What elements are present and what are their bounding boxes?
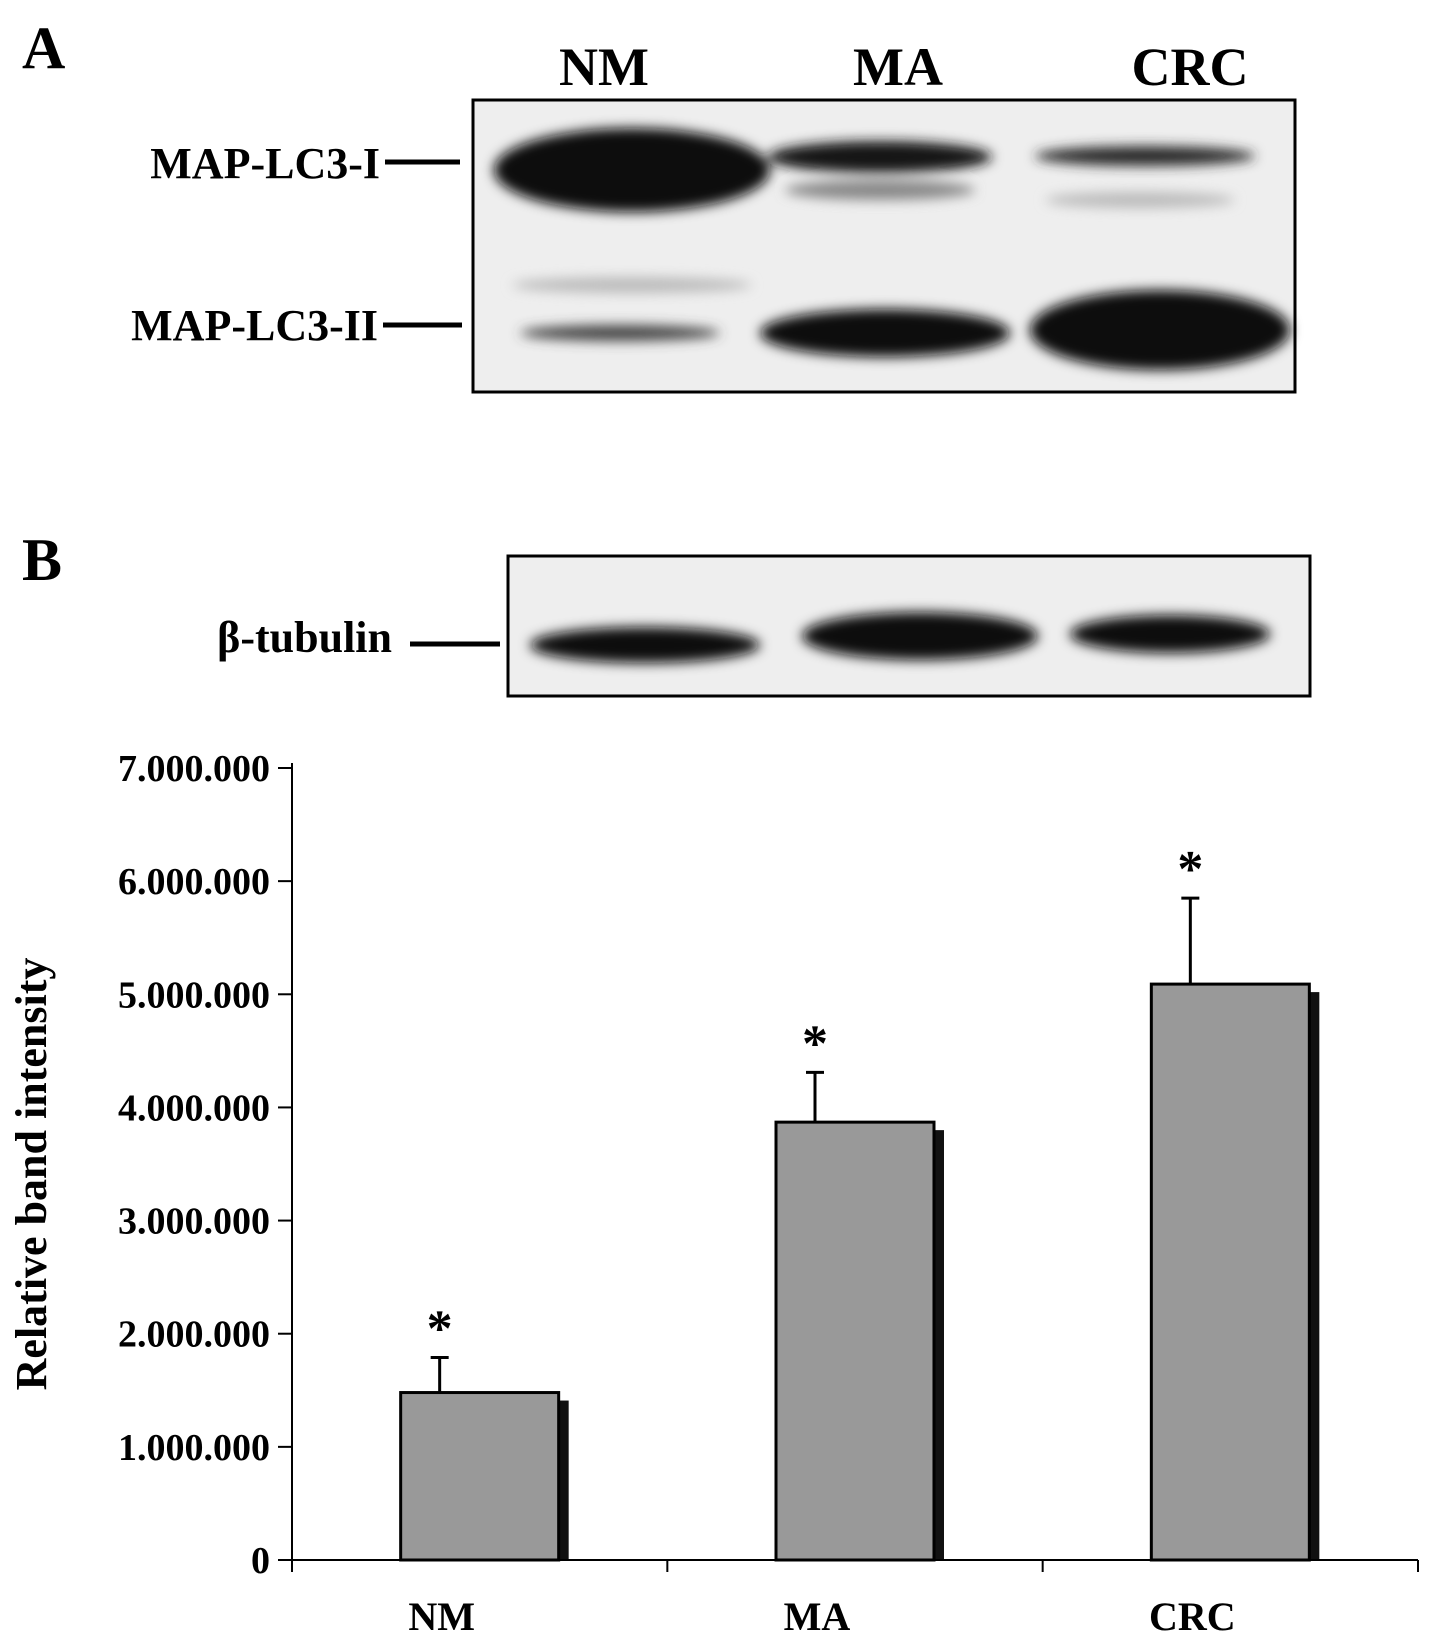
y-tick-label: 6.000.000 (118, 861, 270, 903)
y-tick-label: 0 (251, 1540, 270, 1582)
bar-nm (399, 1391, 561, 1562)
marker-label-lc3-i: MAP-LC3-I (150, 139, 380, 188)
significance-mark-crc: * (1177, 841, 1203, 898)
band-ma-tubulin (802, 612, 1038, 660)
lane-label-crc: CRC (1132, 37, 1249, 97)
panel-b-label: B (22, 527, 62, 593)
y-tick-label: 3.000.000 (118, 1201, 270, 1243)
bar-crc (1149, 982, 1311, 1562)
x-tick-label-crc: CRC (1149, 1594, 1236, 1639)
axes (291, 763, 1418, 1561)
lane-label-nm: NM (559, 37, 649, 97)
panel-a-label: A (22, 15, 65, 81)
y-tick-label: 7.000.000 (118, 748, 270, 790)
blot-lc3 (471, 98, 1297, 394)
band-ma-lc3-i (768, 141, 992, 173)
x-tick-label-nm: NM (408, 1594, 475, 1639)
band-nm-lc3-faint (512, 277, 752, 293)
x-tick-label-ma: MA (784, 1594, 851, 1639)
band-ma-lc3-ii (760, 309, 1010, 357)
band-crc-lc3-i-lower (1045, 192, 1235, 208)
marker-label-lc3-ii: MAP-LC3-II (131, 301, 378, 350)
band-nm-tubulin (530, 627, 760, 663)
marker-label-tubulin: β-tubulin (217, 613, 392, 662)
bar-ma (774, 1120, 936, 1562)
y-tick-label: 2.000.000 (118, 1314, 270, 1356)
significance-mark-nm: * (427, 1300, 453, 1357)
x-axis-ticks: NM MA CRC (291, 1560, 1419, 1639)
bars: * * * (399, 841, 1320, 1562)
y-tick-label: 4.000.000 (118, 1087, 270, 1129)
band-crc-lc3-i (1035, 146, 1255, 166)
band-crc-lc3-ii (1030, 290, 1290, 370)
band-crc-tubulin (1070, 615, 1270, 653)
bar-chart: Relative band intensity 0 1.000.000 2.000.… (7, 748, 1419, 1639)
band-ma-lc3-i-lower (785, 180, 975, 200)
band-nm-lc3-i (494, 128, 770, 212)
blot-tubulin (506, 554, 1312, 698)
y-tick-label: 5.000.000 (118, 974, 270, 1016)
y-axis-label: Relative band intensity (7, 958, 56, 1391)
y-tick-label: 1.000.000 (118, 1427, 270, 1469)
lane-label-ma: MA (853, 37, 943, 97)
band-nm-lc3-ii (520, 325, 720, 341)
significance-mark-ma: * (802, 1015, 828, 1072)
y-axis-ticks: 0 1.000.000 2.000.000 3.000.000 4.000.000 5.0… (118, 748, 292, 1582)
